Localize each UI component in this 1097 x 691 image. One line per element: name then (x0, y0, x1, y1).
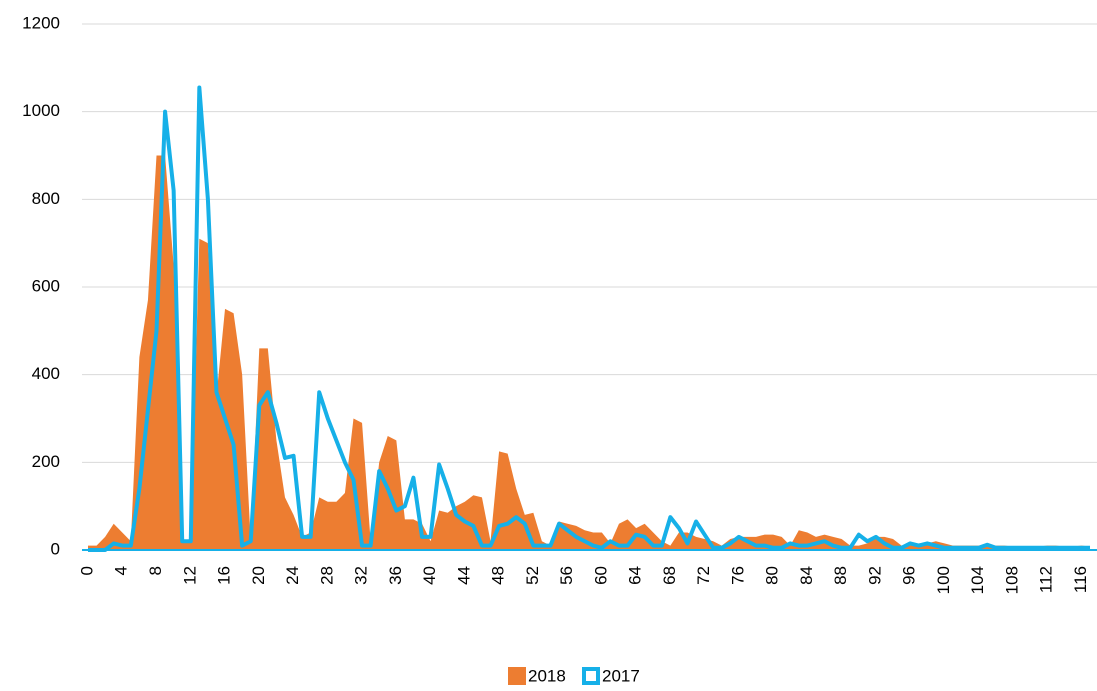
x-tick-label: 92 (865, 566, 884, 585)
x-tick-label: 84 (797, 566, 816, 585)
x-tick-label: 4 (112, 566, 131, 575)
legend-swatch (508, 667, 526, 685)
legend-swatch (582, 667, 600, 685)
x-tick-label: 64 (626, 566, 645, 585)
x-tick-label: 116 (1071, 566, 1090, 593)
x-tick-label: 12 (180, 566, 199, 585)
y-tick-label: 400 (32, 364, 60, 383)
x-tick-label: 36 (386, 566, 405, 585)
y-tick-label: 1200 (22, 13, 60, 32)
x-tick-label: 44 (454, 566, 473, 585)
x-tick-label: 80 (763, 566, 782, 585)
x-tick-label: 112 (1037, 566, 1056, 593)
x-tick-label: 28 (317, 566, 336, 585)
x-tick-label: 104 (968, 566, 987, 594)
y-tick-label: 200 (32, 452, 60, 471)
y-tick-label: 800 (32, 189, 60, 208)
x-tick-label: 88 (831, 566, 850, 585)
x-tick-label: 0 (77, 566, 96, 575)
x-tick-label: 68 (660, 566, 679, 585)
line-2017 (88, 85, 1090, 552)
y-tick-label: 600 (32, 276, 60, 295)
x-tick-label: 100 (934, 566, 953, 594)
x-tick-label: 20 (249, 566, 268, 585)
x-tick-label: 96 (900, 566, 919, 585)
x-tick-label: 60 (591, 566, 610, 585)
legend-label: 2018 (528, 666, 566, 685)
x-tick-label: 72 (694, 566, 713, 585)
x-tick-label: 108 (1002, 566, 1021, 594)
x-tick-label: 40 (420, 566, 439, 585)
x-tick-label: 56 (557, 566, 576, 585)
x-tick-label: 8 (146, 566, 165, 575)
x-tick-label: 24 (283, 566, 302, 585)
x-tick-label: 48 (489, 566, 508, 585)
legend-label: 2017 (602, 666, 640, 685)
x-tick-label: 52 (523, 566, 542, 585)
x-tick-label: 16 (215, 566, 234, 585)
y-tick-label: 0 (51, 539, 60, 558)
x-tick-label: 76 (728, 566, 747, 585)
y-tick-label: 1000 (22, 101, 60, 120)
x-tick-label: 32 (352, 566, 371, 585)
